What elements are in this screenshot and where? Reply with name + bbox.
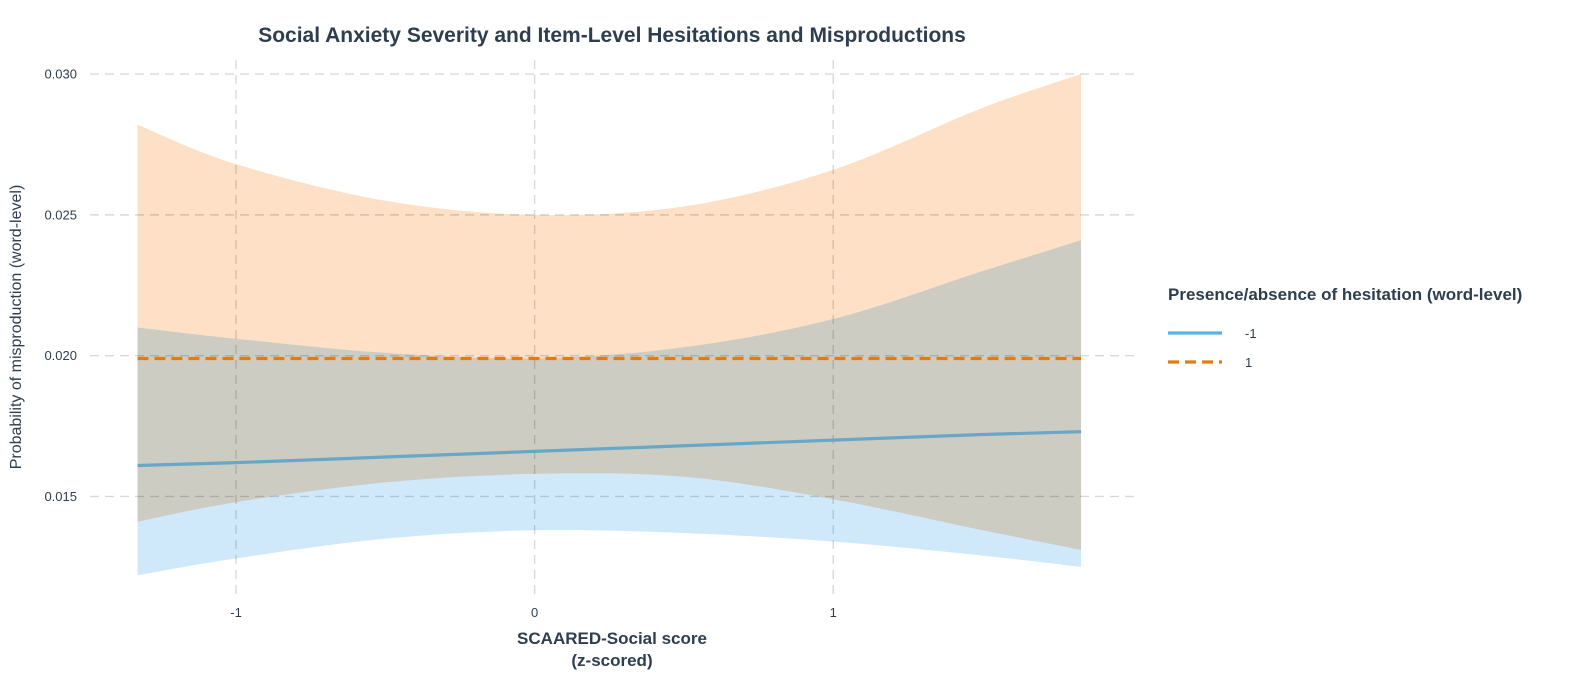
x-tick-label: 0 bbox=[531, 605, 538, 620]
confidence-band-neg1 bbox=[137, 240, 1082, 576]
x-tick-label: 1 bbox=[830, 605, 837, 620]
x-axis-title-line-2: (z-scored) bbox=[571, 651, 652, 670]
line-layer bbox=[137, 356, 1082, 468]
legend-title: Presence/absence of hesitation (word-lev… bbox=[1168, 285, 1522, 304]
x-tick-label: -1 bbox=[230, 605, 242, 620]
tick-layer: 0.015 0.020 0.025 0.030 -1 0 1 bbox=[44, 67, 836, 620]
series-line-neg1 bbox=[137, 430, 1082, 468]
legend-items: -1 1 bbox=[1168, 326, 1257, 370]
y-tick-label: 0.030 bbox=[44, 67, 77, 82]
legend-label-pos1: 1 bbox=[1245, 355, 1252, 370]
x-axis-title-line-1: SCAARED-Social score bbox=[517, 629, 707, 648]
y-tick-label: 0.025 bbox=[44, 207, 77, 222]
chart-title: Social Anxiety Severity and Item-Level H… bbox=[258, 24, 966, 47]
y-tick-label: 0.020 bbox=[44, 348, 77, 363]
band-layer bbox=[137, 74, 1082, 576]
legend-label-neg1: -1 bbox=[1245, 326, 1257, 341]
legend: Presence/absence of hesitation (word-lev… bbox=[1168, 285, 1522, 370]
y-tick-label: 0.015 bbox=[44, 489, 77, 504]
y-axis-title: Probability of misproduction (word-level… bbox=[8, 185, 25, 470]
